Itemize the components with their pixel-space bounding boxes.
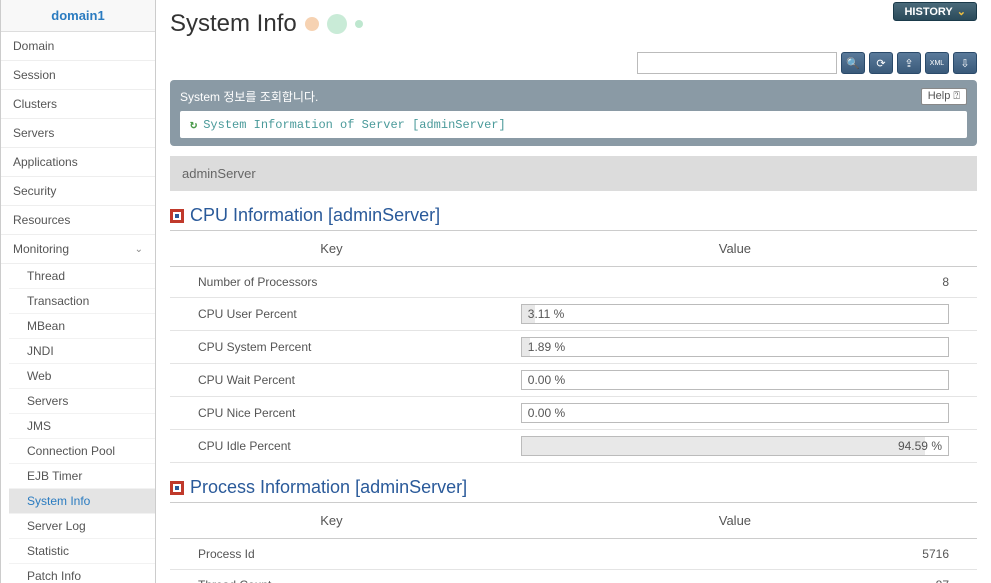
cell-key: Number of Processors bbox=[170, 267, 493, 298]
cpu-section-title: CPU Information [adminServer] bbox=[170, 205, 977, 226]
sub-item-jms[interactable]: JMS bbox=[9, 414, 155, 439]
sub-item-jndi[interactable]: JNDI bbox=[9, 339, 155, 364]
cpu-section-label: CPU Information [adminServer] bbox=[190, 205, 440, 226]
cell-key: Thread Count bbox=[170, 570, 493, 583]
cell-value: 0.00 % bbox=[493, 397, 977, 430]
download-button[interactable]: ⇩ bbox=[953, 52, 977, 74]
nav-item-clusters[interactable]: Clusters bbox=[1, 90, 155, 119]
page-title: System Info bbox=[170, 10, 297, 38]
table-row: CPU User Percent3.11 % bbox=[170, 298, 977, 331]
export-button[interactable]: ⇪ bbox=[897, 52, 921, 74]
th-key: Key bbox=[170, 231, 493, 267]
refresh-button[interactable]: ⟳ bbox=[869, 52, 893, 74]
sub-item-thread[interactable]: Thread bbox=[9, 264, 155, 289]
proc-section-title: Process Information [adminServer] bbox=[170, 477, 977, 498]
refresh-icon bbox=[190, 117, 197, 132]
decor-dot-icon bbox=[305, 17, 319, 31]
th-key: Key bbox=[170, 503, 493, 539]
sub-item-statistic[interactable]: Statistic bbox=[9, 539, 155, 564]
sub-item-system-info[interactable]: System Info bbox=[9, 489, 155, 514]
nav-label: Monitoring bbox=[13, 242, 69, 256]
table-row: CPU Idle Percent94.59 % bbox=[170, 430, 977, 463]
cell-key: Process Id bbox=[170, 539, 493, 570]
proc-table: Key Value Process Id5716Thread Count87Pr… bbox=[170, 502, 977, 583]
toolbar: 🔍 ⟳ ⇪ XML ⇩ bbox=[170, 52, 977, 74]
banner-detail: System Information of Server [adminServe… bbox=[180, 111, 967, 138]
table-row: CPU Wait Percent0.00 % bbox=[170, 364, 977, 397]
cell-value: 8 bbox=[493, 267, 977, 298]
nav-item-servers[interactable]: Servers bbox=[1, 119, 155, 148]
xml-button[interactable]: XML bbox=[925, 52, 949, 74]
sub-item-connection-pool[interactable]: Connection Pool bbox=[9, 439, 155, 464]
table-row: Number of Processors8 bbox=[170, 267, 977, 298]
sub-item-web[interactable]: Web bbox=[9, 364, 155, 389]
nav-item-session[interactable]: Session bbox=[1, 61, 155, 90]
server-bar: adminServer bbox=[170, 156, 977, 191]
sub-item-mbean[interactable]: MBean bbox=[9, 314, 155, 339]
sidebar: domain1 DomainSessionClustersServersAppl… bbox=[1, 0, 156, 583]
section-icon bbox=[170, 209, 184, 223]
page-header: System Info bbox=[170, 0, 977, 52]
brand-title[interactable]: domain1 bbox=[1, 0, 155, 32]
banner-sub: System Information of Server [adminServe… bbox=[203, 118, 505, 132]
cell-value: 0.00 % bbox=[493, 364, 977, 397]
info-banner: System 정보를 조회합니다. Help ⍰ System Informat… bbox=[170, 80, 977, 146]
sub-item-transaction[interactable]: Transaction bbox=[9, 289, 155, 314]
decor-dot-icon bbox=[355, 20, 363, 28]
sub-item-ejb-timer[interactable]: EJB Timer bbox=[9, 464, 155, 489]
table-row: Process Id5716 bbox=[170, 539, 977, 570]
cpu-table: Key Value Number of Processors8CPU User … bbox=[170, 230, 977, 463]
cell-key: CPU Nice Percent bbox=[170, 397, 493, 430]
section-icon bbox=[170, 481, 184, 495]
th-value: Value bbox=[493, 231, 977, 267]
nav-item-security[interactable]: Security bbox=[1, 177, 155, 206]
nav-item-monitoring[interactable]: Monitoring ⌄ bbox=[1, 235, 155, 264]
search-input[interactable] bbox=[637, 52, 837, 74]
cell-value: 87 bbox=[493, 570, 977, 583]
sub-item-patch-info[interactable]: Patch Info bbox=[9, 564, 155, 583]
decor-dot-icon bbox=[327, 14, 347, 34]
nav-item-domain[interactable]: Domain bbox=[1, 32, 155, 61]
cell-key: CPU Idle Percent bbox=[170, 430, 493, 463]
cell-value: 94.59 % bbox=[493, 430, 977, 463]
chevron-down-icon: ⌄ bbox=[135, 244, 143, 255]
cell-value: 5716 bbox=[493, 539, 977, 570]
cell-key: CPU Wait Percent bbox=[170, 364, 493, 397]
app-root: domain1 DomainSessionClustersServersAppl… bbox=[0, 0, 991, 583]
sub-item-server-log[interactable]: Server Log bbox=[9, 514, 155, 539]
table-row: CPU System Percent1.89 % bbox=[170, 331, 977, 364]
th-value: Value bbox=[493, 503, 977, 539]
nav-item-applications[interactable]: Applications bbox=[1, 148, 155, 177]
proc-section-label: Process Information [adminServer] bbox=[190, 477, 467, 498]
main-content: HISTORY⌄ System Info 🔍 ⟳ ⇪ XML ⇩ System … bbox=[156, 0, 991, 583]
cell-value: 1.89 % bbox=[493, 331, 977, 364]
monitoring-submenu: ThreadTransactionMBeanJNDIWebServersJMSC… bbox=[1, 264, 155, 583]
help-button[interactable]: Help ⍰ bbox=[921, 88, 967, 105]
cell-value: 3.11 % bbox=[493, 298, 977, 331]
sub-item-servers[interactable]: Servers bbox=[9, 389, 155, 414]
cell-key: CPU System Percent bbox=[170, 331, 493, 364]
search-button[interactable]: 🔍 bbox=[841, 52, 865, 74]
table-row: Thread Count87 bbox=[170, 570, 977, 583]
table-row: CPU Nice Percent0.00 % bbox=[170, 397, 977, 430]
banner-title: System 정보를 조회합니다. bbox=[180, 90, 318, 104]
cell-key: CPU User Percent bbox=[170, 298, 493, 331]
nav-item-resources[interactable]: Resources bbox=[1, 206, 155, 235]
